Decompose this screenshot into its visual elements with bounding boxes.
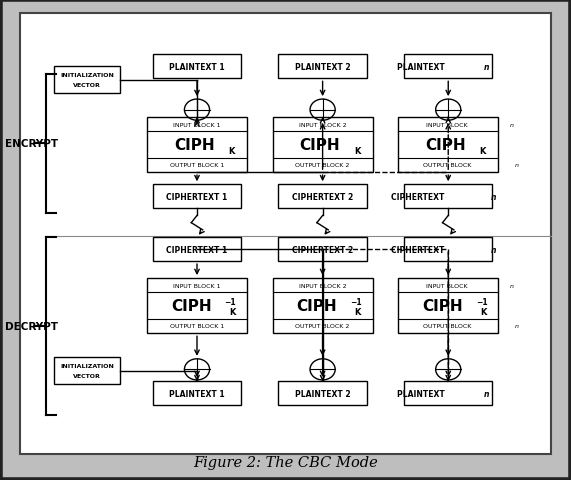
Text: K: K [354,146,360,156]
Text: PLAINTEXT 2: PLAINTEXT 2 [295,389,351,398]
Text: INPUT BLOCK 1: INPUT BLOCK 1 [173,123,221,128]
Text: INPUT BLOCK 2: INPUT BLOCK 2 [299,123,347,128]
Text: CIPHERTEXT 1: CIPHERTEXT 1 [166,245,228,254]
Text: K: K [229,307,235,316]
Text: K: K [228,146,235,156]
Text: −1: −1 [476,298,487,307]
Text: n: n [510,284,514,288]
Text: PLAINTEXT 2: PLAINTEXT 2 [295,63,351,72]
FancyBboxPatch shape [152,55,241,79]
Text: INPUT BLOCK: INPUT BLOCK [427,284,470,288]
FancyBboxPatch shape [273,118,372,173]
Text: INITIALIZATION: INITIALIZATION [60,73,114,78]
Text: OUTPUT BLOCK 1: OUTPUT BLOCK 1 [170,324,224,328]
Text: Figure 2: The CBC Mode: Figure 2: The CBC Mode [193,455,378,469]
Text: INPUT BLOCK 2: INPUT BLOCK 2 [299,284,347,288]
FancyBboxPatch shape [399,278,498,334]
Text: −1: −1 [350,298,361,307]
FancyBboxPatch shape [404,185,492,209]
Text: PLAINTEXT: PLAINTEXT [397,63,447,72]
FancyBboxPatch shape [404,238,492,262]
Text: CIPHERTEXT 2: CIPHERTEXT 2 [292,245,353,254]
FancyBboxPatch shape [278,382,367,406]
Text: OUTPUT BLOCK 1: OUTPUT BLOCK 1 [170,163,224,168]
Text: CIPH: CIPH [296,299,337,313]
FancyBboxPatch shape [278,185,367,209]
Text: VECTOR: VECTOR [73,373,101,378]
Text: PLAINTEXT: PLAINTEXT [397,389,447,398]
Text: −1: −1 [224,298,236,307]
Text: K: K [480,307,486,316]
FancyBboxPatch shape [147,278,247,334]
FancyBboxPatch shape [147,118,247,173]
FancyBboxPatch shape [152,238,241,262]
FancyBboxPatch shape [273,278,372,334]
Text: K: K [480,146,486,156]
FancyBboxPatch shape [404,55,492,79]
FancyBboxPatch shape [278,55,367,79]
FancyBboxPatch shape [278,238,367,262]
FancyBboxPatch shape [399,118,498,173]
Text: CIPH: CIPH [299,138,340,153]
Text: CIPHERTEXT: CIPHERTEXT [391,245,447,254]
FancyBboxPatch shape [152,185,241,209]
FancyBboxPatch shape [404,382,492,406]
Text: n: n [510,123,514,128]
Text: n: n [484,389,489,398]
Text: VECTOR: VECTOR [73,83,101,88]
Text: ENCRYPT: ENCRYPT [5,139,58,149]
Text: INPUT BLOCK: INPUT BLOCK [427,123,470,128]
Text: CIPHERTEXT 1: CIPHERTEXT 1 [166,192,228,201]
FancyBboxPatch shape [54,358,120,384]
Text: CIPH: CIPH [422,299,463,313]
Text: OUTPUT BLOCK: OUTPUT BLOCK [423,163,473,168]
Text: CIPH: CIPH [425,138,466,153]
Text: OUTPUT BLOCK 2: OUTPUT BLOCK 2 [295,324,350,328]
FancyBboxPatch shape [54,67,120,94]
Text: n: n [491,245,496,254]
Text: CIPH: CIPH [171,299,212,313]
Text: n: n [515,324,519,328]
Text: n: n [484,63,489,72]
Text: K: K [355,307,361,316]
Text: OUTPUT BLOCK: OUTPUT BLOCK [423,324,473,328]
FancyBboxPatch shape [152,382,241,406]
Text: DECRYPT: DECRYPT [5,322,58,331]
Text: n: n [491,192,496,201]
Text: CIPHERTEXT: CIPHERTEXT [391,192,447,201]
Text: PLAINTEXT 1: PLAINTEXT 1 [169,63,225,72]
Text: CIPH: CIPH [174,138,215,153]
Text: PLAINTEXT 1: PLAINTEXT 1 [169,389,225,398]
Text: INPUT BLOCK 1: INPUT BLOCK 1 [173,284,221,288]
Text: n: n [515,163,519,168]
Text: OUTPUT BLOCK 2: OUTPUT BLOCK 2 [295,163,350,168]
Text: CIPHERTEXT 2: CIPHERTEXT 2 [292,192,353,201]
FancyBboxPatch shape [20,14,551,454]
Text: INITIALIZATION: INITIALIZATION [60,363,114,369]
